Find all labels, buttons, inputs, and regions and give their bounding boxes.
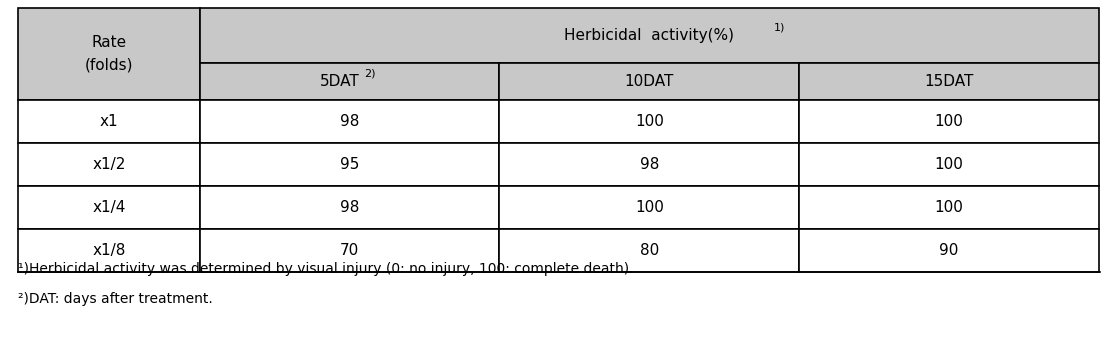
Bar	[799, 229, 1099, 272]
Bar	[799, 100, 1099, 143]
Bar	[799, 63, 1099, 100]
Text: x1: x1	[100, 114, 119, 129]
Bar	[18, 143, 200, 186]
Text: 100: 100	[635, 200, 664, 215]
Text: 10DAT: 10DAT	[625, 74, 674, 89]
Text: ¹)Herbicidal activity was determined by visual injury (0: no injury, 100: comple: ¹)Herbicidal activity was determined by …	[18, 262, 634, 276]
Bar	[500, 229, 799, 272]
Bar	[200, 143, 500, 186]
Text: 2): 2)	[363, 68, 376, 79]
Text: 98: 98	[639, 157, 659, 172]
Bar	[200, 229, 500, 272]
Text: 100: 100	[935, 157, 964, 172]
Bar	[200, 100, 500, 143]
Text: x1/4: x1/4	[92, 200, 125, 215]
Text: 5DAT: 5DAT	[320, 74, 360, 89]
Text: 98: 98	[340, 114, 359, 129]
Bar	[799, 143, 1099, 186]
Bar	[200, 186, 500, 229]
Bar	[500, 100, 799, 143]
Bar	[18, 186, 200, 229]
Text: 95: 95	[340, 157, 359, 172]
Bar	[200, 8, 1099, 63]
Text: 98: 98	[340, 200, 359, 215]
Text: 15DAT: 15DAT	[925, 74, 974, 89]
Bar	[18, 100, 200, 143]
Text: Herbicidal  activity(%): Herbicidal activity(%)	[565, 28, 735, 43]
Bar	[500, 186, 799, 229]
Text: 100: 100	[635, 114, 664, 129]
Text: 100: 100	[935, 114, 964, 129]
Bar	[500, 63, 799, 100]
Text: ²)DAT: days after treatment.: ²)DAT: days after treatment.	[18, 292, 212, 306]
Text: 80: 80	[639, 243, 659, 258]
Bar	[799, 186, 1099, 229]
Text: 1): 1)	[774, 22, 785, 33]
Bar	[18, 229, 200, 272]
Text: 70: 70	[340, 243, 359, 258]
Bar	[500, 143, 799, 186]
Text: 100: 100	[935, 200, 964, 215]
Text: 90: 90	[939, 243, 959, 258]
Text: Rate
(folds): Rate (folds)	[85, 35, 133, 73]
Text: x1/8: x1/8	[92, 243, 125, 258]
Bar	[18, 8, 200, 100]
Bar	[200, 63, 500, 100]
Text: x1/2: x1/2	[92, 157, 125, 172]
